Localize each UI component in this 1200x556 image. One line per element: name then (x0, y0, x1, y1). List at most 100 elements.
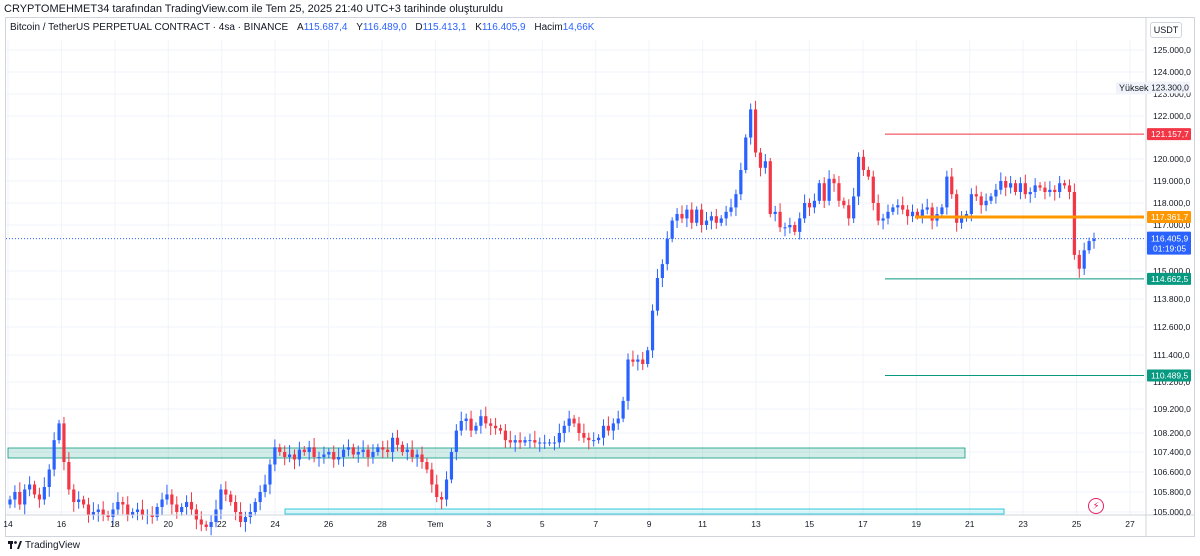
candle-body (601, 425, 606, 438)
price-tick-label: 109.200,0 (1153, 404, 1191, 414)
candle-body (111, 509, 115, 517)
candle-body (493, 425, 498, 429)
candle-body (955, 194, 959, 223)
candle-body (1033, 185, 1037, 192)
candle-body (464, 418, 468, 421)
candle-body (886, 211, 890, 219)
candle-body (523, 440, 527, 443)
candle-body (435, 484, 439, 497)
brand-name: TradingView (25, 540, 81, 551)
candle-body (856, 156, 861, 197)
candle-body (479, 416, 483, 426)
candle-body (420, 454, 424, 462)
time-tick-label: 3 (486, 519, 491, 529)
candle-body (950, 176, 954, 195)
candle-body (170, 494, 174, 505)
candle-body (704, 220, 709, 225)
level-label: 121.157,7 (1151, 129, 1189, 139)
candle-body (822, 183, 826, 201)
price-tick-label: 120.000,0 (1153, 154, 1191, 164)
candle-body (96, 509, 100, 512)
candle-body (8, 499, 12, 505)
candle-body (852, 196, 856, 219)
candle-body (979, 196, 983, 206)
candle-body (361, 449, 365, 452)
candle-body (135, 509, 140, 512)
candle-body (994, 189, 998, 197)
price-tick-label: 123.000,0 (1153, 89, 1191, 99)
candle-body (734, 194, 738, 208)
candle-body (685, 209, 689, 219)
candle-body (238, 512, 243, 522)
time-tick-label: Tem (427, 519, 443, 529)
candle-body (842, 200, 846, 206)
candle-body (606, 425, 611, 431)
candle-body (773, 211, 777, 214)
candle-body (263, 484, 267, 492)
candle-body (925, 207, 929, 210)
candle-body (278, 447, 282, 452)
candle-body (1028, 192, 1032, 195)
candle-body (297, 449, 301, 460)
volume-value: 14,66K (562, 22, 595, 33)
time-tick-label: 16 (57, 519, 67, 529)
symbol-title[interactable]: Bitcoin / TetherUS PERPETUAL CONTRACT · … (10, 22, 289, 33)
candle-body (920, 209, 924, 217)
candle-body (415, 454, 419, 457)
time-tick-label: 15 (805, 519, 815, 529)
candle-body (695, 209, 699, 223)
candle-body (32, 484, 37, 495)
level-label-box (1147, 128, 1191, 141)
candle-body (827, 178, 831, 201)
price-tick-label: 110.200,0 (1153, 377, 1190, 387)
candle-body (209, 522, 213, 527)
candle-body (793, 225, 797, 232)
candle-body (400, 444, 404, 452)
candle-body (572, 418, 576, 424)
candle-body (528, 440, 532, 442)
price-tick-label: 105.800,0 (1153, 487, 1191, 497)
candle-body (1038, 185, 1042, 188)
candle-body (783, 227, 787, 229)
time-tick-label: 5 (540, 519, 545, 529)
currency-button[interactable]: USDT (1150, 22, 1182, 38)
candle-body (224, 489, 228, 495)
candle-body (42, 487, 46, 500)
candle-body (180, 507, 184, 512)
candle-body (577, 423, 581, 433)
tradingview-brand[interactable]: TradingView (8, 540, 80, 551)
candle-body (283, 452, 287, 457)
candle-body (81, 499, 86, 505)
candle-body (646, 350, 650, 364)
candle-body (1013, 183, 1018, 192)
candle-body (101, 509, 105, 515)
candle-body (969, 194, 973, 214)
candle-body (906, 209, 910, 217)
countdown-label: 01:19:05 (1153, 244, 1186, 254)
candle-body (356, 452, 360, 455)
candle-body (498, 428, 503, 431)
candle-body (1082, 250, 1086, 269)
candle-body (896, 205, 900, 208)
price-tick-label: 111.400,0 (1153, 350, 1190, 360)
candle-body (650, 310, 655, 351)
candle-body (474, 425, 478, 431)
open-label: A (297, 22, 304, 33)
candle-body (199, 519, 203, 525)
candle-body (1053, 189, 1057, 192)
candle-body (503, 430, 508, 441)
candle-body (636, 359, 640, 362)
candle-body (459, 421, 463, 431)
high-value-box (1148, 81, 1190, 94)
candle-body (444, 479, 449, 500)
time-tick-label: 22 (217, 519, 227, 529)
candle-body (562, 425, 566, 433)
candle-body (386, 449, 390, 452)
candle-body (547, 442, 552, 444)
candle-body (1009, 183, 1013, 188)
high-value-label: 123.300,0 (1151, 82, 1189, 92)
candle-body (837, 183, 841, 201)
lightning-icon[interactable]: ⚡ (1088, 498, 1104, 514)
price-tick-label: 105.000,0 (1153, 507, 1191, 517)
